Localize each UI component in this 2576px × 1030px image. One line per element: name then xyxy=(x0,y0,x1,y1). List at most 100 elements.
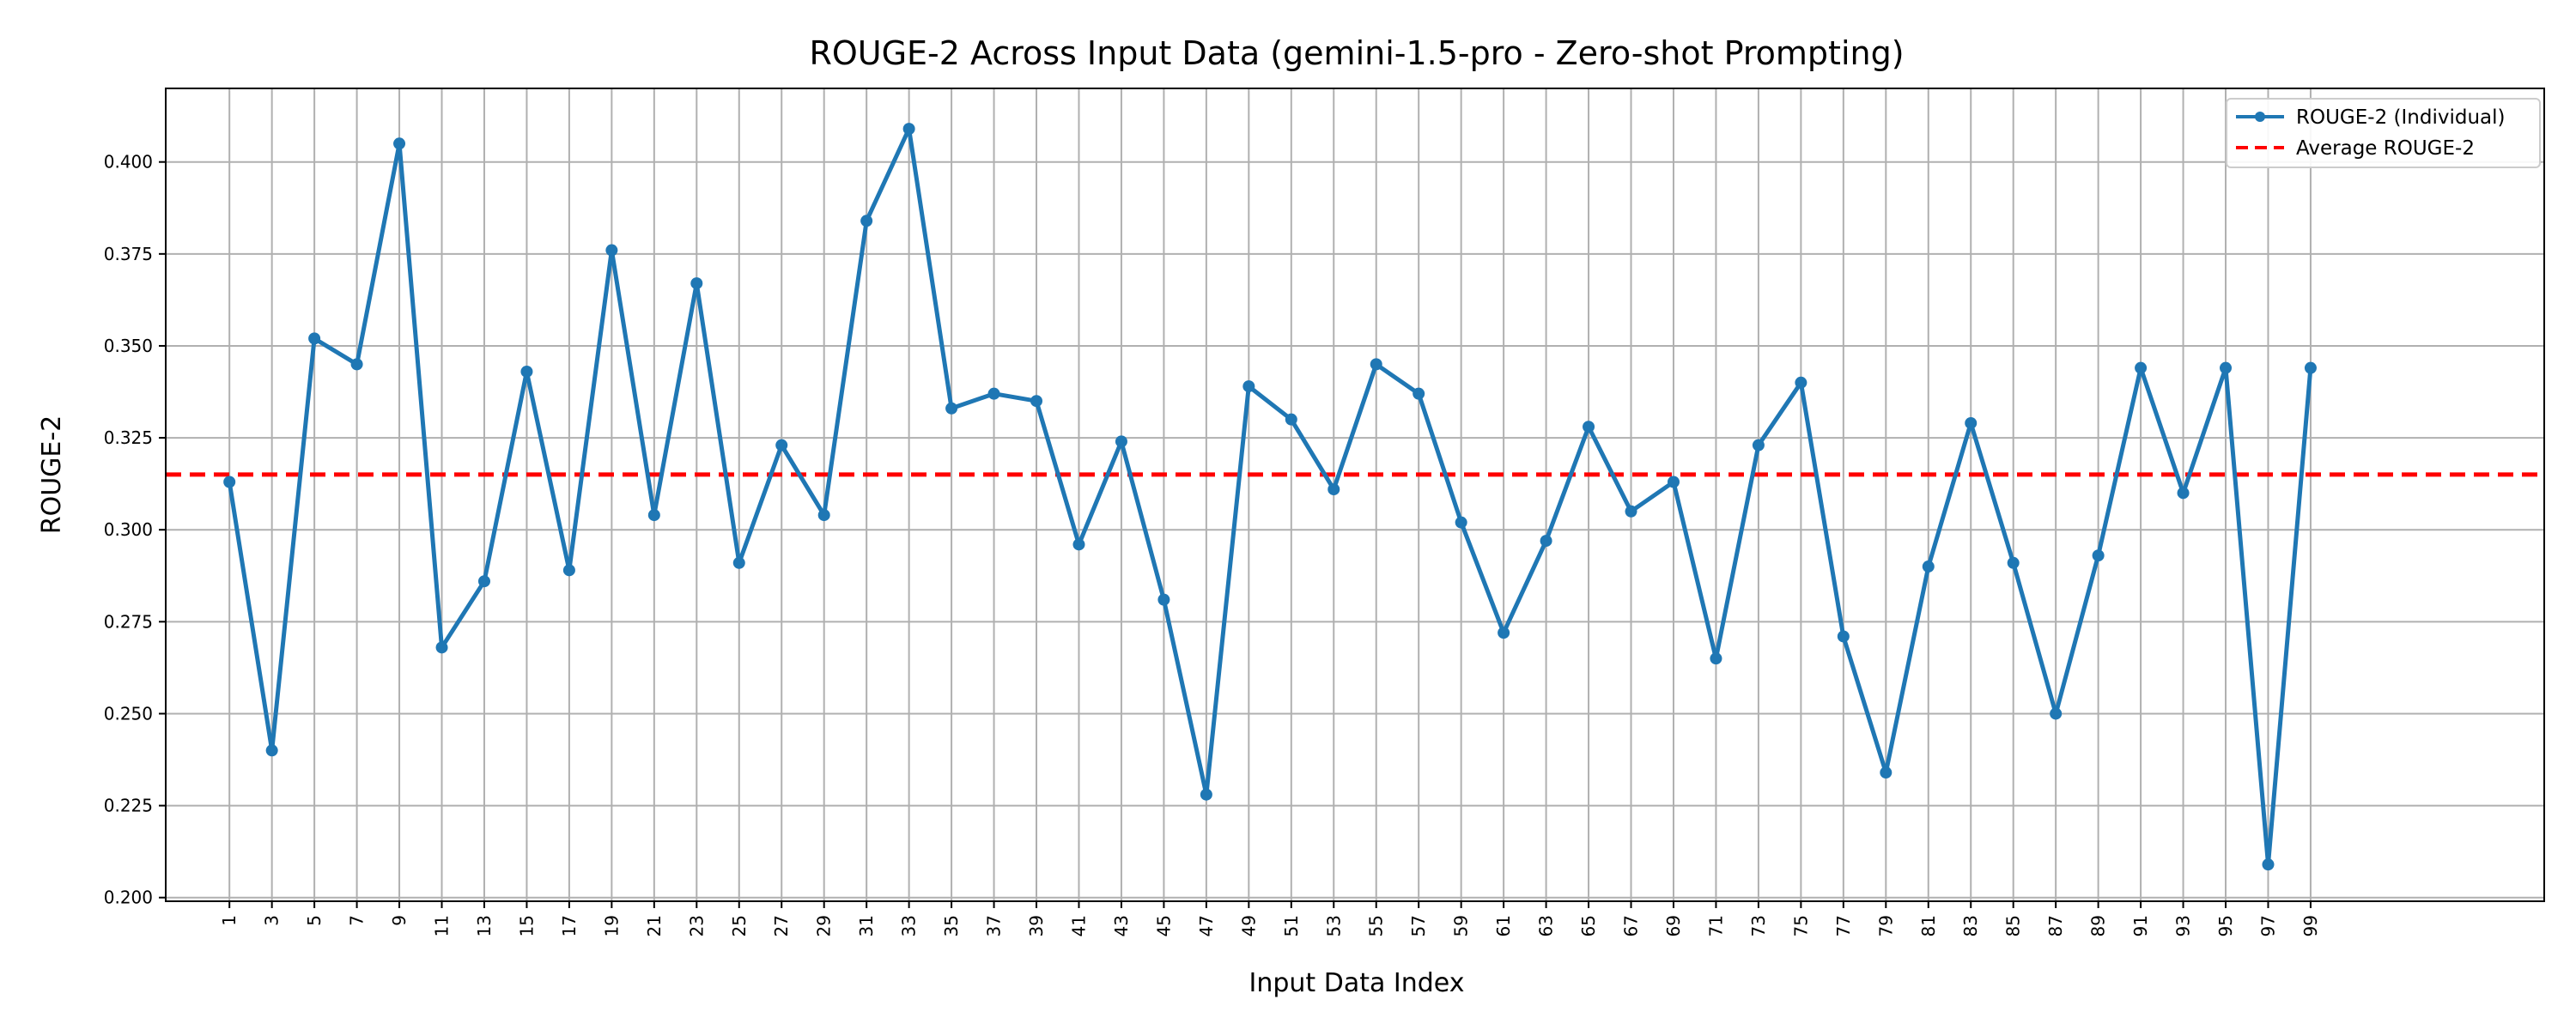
y-tick-label: 0.200 xyxy=(104,888,153,908)
plot-frame xyxy=(165,88,2545,902)
x-tick-label: 45 xyxy=(1153,915,1174,936)
legend-label-average: Average ROUGE-2 xyxy=(2296,137,2475,160)
x-tick-label: 73 xyxy=(1748,915,1769,936)
x-tick-label: 29 xyxy=(814,915,835,936)
data-point xyxy=(393,137,406,150)
x-tick-label: 77 xyxy=(1833,915,1854,936)
data-point xyxy=(1837,630,1850,643)
data-point xyxy=(945,402,958,415)
data-point xyxy=(1752,439,1765,451)
x-tick-label: 27 xyxy=(771,915,792,936)
data-point xyxy=(350,358,363,371)
x-tick-label: 25 xyxy=(729,915,750,936)
y-tick-label: 0.325 xyxy=(104,427,153,448)
data-point xyxy=(605,244,618,257)
x-tick-label: 91 xyxy=(2130,915,2151,936)
x-tick-label: 31 xyxy=(856,915,877,936)
x-tick-label: 95 xyxy=(2215,915,2236,936)
x-tick-label: 75 xyxy=(1790,915,1811,936)
data-point xyxy=(520,365,533,378)
y-tick-label: 0.350 xyxy=(104,336,153,356)
data-point xyxy=(902,123,915,136)
data-point xyxy=(2177,487,2190,500)
legend: ROUGE-2 (Individual) Average ROUGE-2 xyxy=(2226,98,2541,168)
y-axis-ticks: 0.200 0.225 0.250 0.275 0.300 0.325 0.350 0.375… xyxy=(104,152,166,908)
data-point xyxy=(1965,416,1978,429)
data-point xyxy=(477,575,490,588)
x-tick-label: 3 xyxy=(262,915,283,926)
x-tick-label: 23 xyxy=(686,915,707,936)
data-point xyxy=(1455,516,1467,529)
x-tick-label: 17 xyxy=(559,915,580,936)
data-point xyxy=(1795,376,1807,389)
legend-box xyxy=(2226,98,2541,168)
x-tick-label: 13 xyxy=(474,915,495,936)
x-axis-title: Input Data Index xyxy=(1249,968,1465,998)
data-point xyxy=(1115,435,1127,448)
data-point xyxy=(2007,556,2020,569)
data-point xyxy=(2050,707,2063,720)
data-point xyxy=(435,641,448,654)
x-tick-label: 11 xyxy=(432,915,453,936)
data-point xyxy=(1370,358,1382,371)
x-tick-label: 83 xyxy=(1960,915,1981,936)
x-tick-label: 67 xyxy=(1621,915,1642,936)
data-point xyxy=(308,332,321,345)
x-tick-label: 9 xyxy=(389,915,410,926)
series-layer xyxy=(223,123,2317,871)
x-tick-label: 63 xyxy=(1536,915,1557,936)
data-point xyxy=(860,215,873,227)
data-point xyxy=(1200,788,1212,801)
x-tick-label: 93 xyxy=(2173,915,2194,936)
data-point xyxy=(647,509,660,522)
x-tick-label: 15 xyxy=(516,915,537,936)
grid-lines xyxy=(166,88,2544,901)
x-tick-label: 5 xyxy=(304,915,325,926)
x-tick-label: 43 xyxy=(1111,915,1132,936)
legend-label-individual: ROUGE-2 (Individual) xyxy=(2296,106,2505,129)
x-tick-label: 81 xyxy=(1918,915,1939,936)
data-point xyxy=(2220,361,2233,374)
data-point xyxy=(690,277,703,290)
data-point xyxy=(1625,505,1637,518)
x-tick-label: 59 xyxy=(1451,915,1472,936)
y-tick-label: 0.375 xyxy=(104,244,153,264)
x-tick-label: 49 xyxy=(1238,915,1259,936)
data-point xyxy=(987,387,1000,400)
x-tick-label: 55 xyxy=(1366,915,1387,936)
data-point xyxy=(732,556,745,569)
x-tick-label: 99 xyxy=(2300,915,2321,936)
data-point xyxy=(2304,361,2317,374)
x-tick-label: 21 xyxy=(644,915,665,936)
chart-title: ROUGE-2 Across Input Data (gemini-1.5-pr… xyxy=(809,34,1904,72)
data-point xyxy=(2262,858,2275,871)
data-point xyxy=(1285,413,1297,426)
x-tick-label: 19 xyxy=(601,915,622,936)
data-point xyxy=(817,509,830,522)
legend-marker-individual xyxy=(2255,112,2265,122)
x-tick-label: 33 xyxy=(899,915,920,936)
data-point xyxy=(1667,476,1680,488)
data-point xyxy=(1583,421,1595,433)
data-point xyxy=(1413,387,1425,400)
x-tick-label: 39 xyxy=(1026,915,1047,936)
x-axis-ticks: 1 3 5 7 9 11 13 15 17 19 21 23 25 27 29 31 33 35 37 39 41 43 4… xyxy=(219,901,2321,936)
x-tick-label: 41 xyxy=(1068,915,1089,936)
data-point xyxy=(1157,593,1170,606)
y-tick-label: 0.275 xyxy=(104,611,153,632)
x-tick-label: 53 xyxy=(1323,915,1344,936)
data-point xyxy=(1242,380,1255,393)
rouge2-individual-line xyxy=(227,126,2313,867)
x-tick-label: 69 xyxy=(1663,915,1684,936)
x-tick-label: 47 xyxy=(1196,915,1217,936)
y-tick-label: 0.400 xyxy=(104,152,153,173)
x-tick-label: 1 xyxy=(219,915,240,926)
x-tick-label: 65 xyxy=(1578,915,1599,936)
x-tick-label: 51 xyxy=(1281,915,1302,936)
data-point xyxy=(562,564,575,577)
x-tick-label: 57 xyxy=(1408,915,1429,936)
data-point xyxy=(775,439,788,451)
data-point xyxy=(1880,766,1893,779)
x-tick-label: 35 xyxy=(941,915,962,936)
